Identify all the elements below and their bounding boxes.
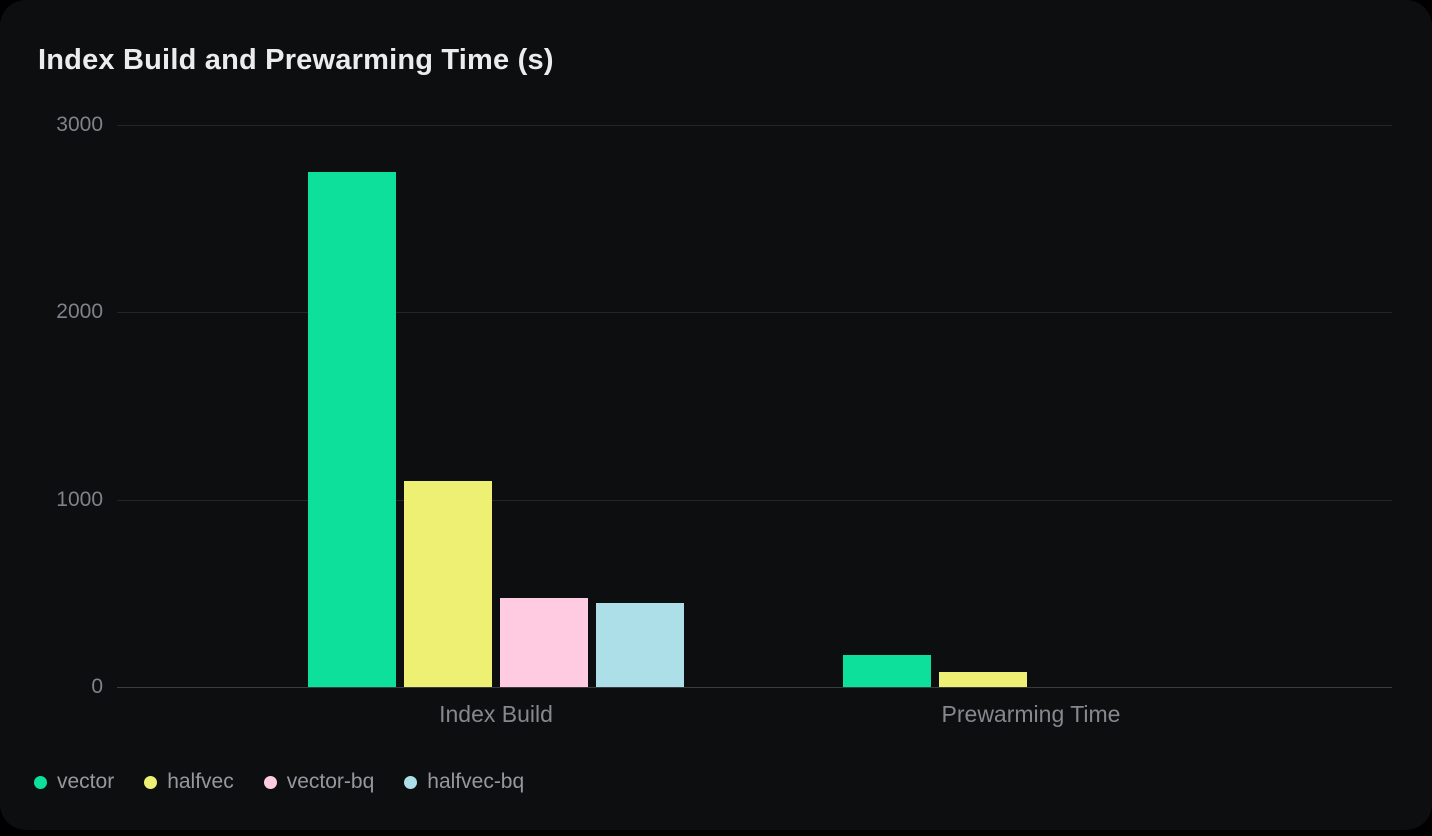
legend-item-halfvec-bq: halfvec-bq [404,770,524,794]
y-tick-label-3000: 3000 [56,113,103,136]
y-axis: 3000 2000 1000 0 [0,113,103,698]
bar-group-index-build [308,125,684,687]
bar-group-prewarming-time [843,125,1219,687]
legend-dot-vector-bq [263,775,277,789]
legend-label-halfvec: halfvec [167,770,234,793]
y-tick-label-1000: 1000 [56,487,103,511]
legend-item-halfvec: halfvec [144,770,234,794]
bar-vector-index-build [308,171,396,687]
legend-item-vector: vector [34,770,114,794]
gridline-3000 [117,125,1392,126]
bar-halfvec-prewarming-time [939,672,1027,687]
legend-item-vector-bq: vector-bq [263,770,375,794]
legend-dot-halfvec-bq [404,775,418,789]
y-tick-label-0: 0 [91,675,103,698]
legend-dot-vector [34,775,47,789]
legend-label-vector: vector [57,770,115,793]
legend-label-vector-bq: vector-bq [286,770,375,793]
bar-vector-bq-index-build [500,598,588,687]
legend-label-halfvec-bq: halfvec-bq [427,770,525,793]
gridline-2000 [117,312,1392,314]
y-tick-label-2000: 2000 [56,300,103,324]
chart-title: Index Build and Prewarming Time (s) [38,44,554,76]
bar-halfvec-index-build [404,480,492,687]
x-axis-label-index-build: Index Build [439,701,553,727]
x-axis-label-prewarming-time: Prewarming Time [941,701,1121,727]
plot-area [117,125,1392,688]
legend: vector halfvec vector-bq halfvec-bq [34,770,524,794]
gridline-1000 [117,499,1392,501]
x-axis: Index Build Prewarming Time [117,701,1392,735]
legend-dot-halfvec [144,775,158,789]
gridline-0 [117,687,1392,688]
bar-vector-prewarming-time [843,655,931,687]
bar-halfvec-bq-index-build [596,602,684,687]
